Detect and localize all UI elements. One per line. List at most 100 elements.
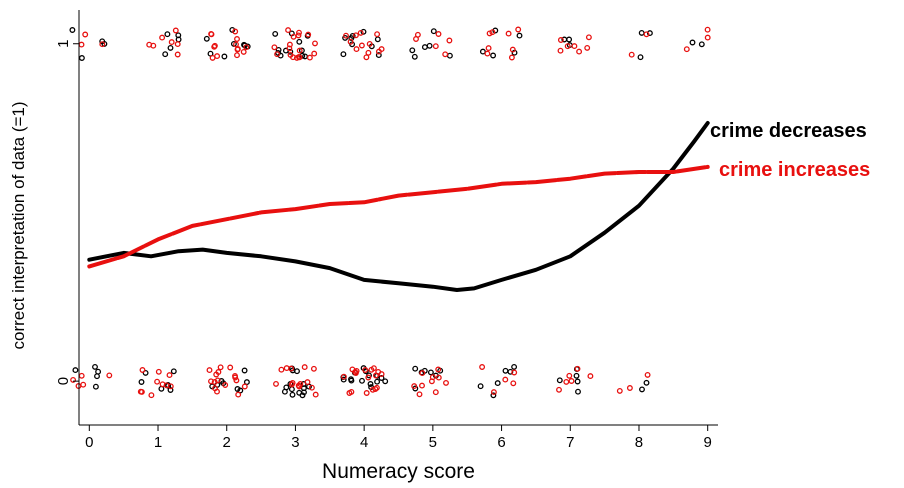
data-point — [411, 383, 418, 390]
data-point — [375, 52, 382, 59]
data-point — [206, 367, 213, 374]
data-point — [308, 384, 315, 391]
data-point — [435, 366, 442, 373]
data-point — [429, 374, 436, 381]
data-point — [689, 39, 696, 46]
data-point — [628, 51, 635, 58]
data-point — [643, 31, 650, 38]
data-point — [646, 30, 653, 37]
data-point — [174, 41, 181, 48]
data-point — [557, 47, 564, 54]
data-point — [556, 377, 563, 384]
ticks: 0 1 2 3 4 5 6 7 8 9 0 1 — [55, 40, 712, 451]
data-point — [358, 42, 365, 49]
data-point — [340, 376, 347, 383]
data-point — [232, 374, 239, 381]
data-point — [430, 28, 437, 35]
data-point — [413, 36, 419, 42]
data-point — [485, 45, 492, 52]
data-point — [357, 29, 364, 36]
data-point — [353, 367, 360, 374]
data-point — [233, 41, 239, 48]
data-point — [511, 369, 518, 376]
data-point — [70, 376, 77, 383]
data-point — [363, 390, 370, 396]
data-point — [214, 388, 220, 395]
data-point — [370, 365, 377, 372]
data-point — [278, 366, 285, 373]
data-point — [304, 379, 311, 386]
data-point — [217, 364, 224, 371]
data-point — [587, 373, 594, 380]
data-point — [616, 387, 623, 394]
y-tick-label: 1 — [55, 40, 72, 48]
data-point — [432, 43, 439, 50]
data-point — [375, 368, 382, 375]
data-point — [203, 35, 210, 42]
data-point — [164, 31, 171, 38]
data-point — [374, 378, 381, 385]
smoothed-lines — [87, 121, 710, 292]
data-point — [644, 371, 651, 378]
data-point — [490, 389, 497, 396]
data-point — [508, 54, 515, 61]
data-point — [271, 44, 278, 51]
x-tick-label: 5 — [429, 434, 437, 451]
data-point — [311, 50, 318, 57]
data-point — [155, 368, 162, 375]
data-point — [92, 383, 99, 390]
data-point — [704, 34, 711, 41]
data-point — [574, 365, 581, 372]
data-point — [412, 365, 419, 372]
data-point — [421, 44, 428, 51]
data-point — [305, 31, 312, 38]
data-point — [484, 50, 491, 57]
data-point — [296, 54, 303, 61]
data-point — [479, 364, 486, 370]
data-point — [416, 391, 423, 398]
data-point — [99, 41, 106, 48]
data-point — [502, 367, 509, 374]
data-point — [349, 32, 356, 39]
data-point — [310, 365, 317, 372]
data-point — [168, 39, 175, 46]
data-point — [241, 367, 248, 374]
data-point — [505, 30, 512, 37]
data-point — [272, 30, 279, 37]
data-point — [218, 378, 225, 384]
data-point — [288, 381, 295, 388]
data-point — [78, 55, 85, 61]
data-point — [312, 391, 319, 398]
data-point — [367, 381, 374, 387]
data-point — [243, 379, 250, 386]
data-point — [232, 28, 239, 35]
x-tick-label: 6 — [497, 434, 505, 451]
data-point — [490, 392, 497, 399]
data-point — [638, 29, 645, 36]
data-point — [82, 31, 89, 38]
data-point — [240, 48, 247, 55]
data-point — [574, 378, 581, 385]
data-point — [378, 375, 385, 381]
series-line — [87, 164, 710, 269]
data-point — [162, 51, 169, 58]
x-tick-label: 2 — [223, 434, 231, 451]
data-point — [585, 34, 592, 41]
x-axis-title: Numeracy score — [322, 460, 475, 483]
data-point — [698, 41, 705, 48]
data-point — [419, 370, 426, 377]
series-label-crime-increases: crime increases — [719, 159, 870, 181]
x-tick-label: 7 — [566, 434, 574, 451]
data-point — [426, 42, 433, 49]
data-point — [285, 27, 292, 34]
data-point — [163, 382, 170, 389]
data-point — [106, 372, 113, 379]
data-point — [243, 44, 250, 51]
data-point — [306, 54, 313, 61]
series-label-crime-decreases: crime decreases — [710, 120, 867, 142]
data-point — [294, 368, 300, 375]
data-point — [146, 41, 153, 48]
data-point — [288, 386, 295, 393]
data-point — [142, 369, 149, 376]
